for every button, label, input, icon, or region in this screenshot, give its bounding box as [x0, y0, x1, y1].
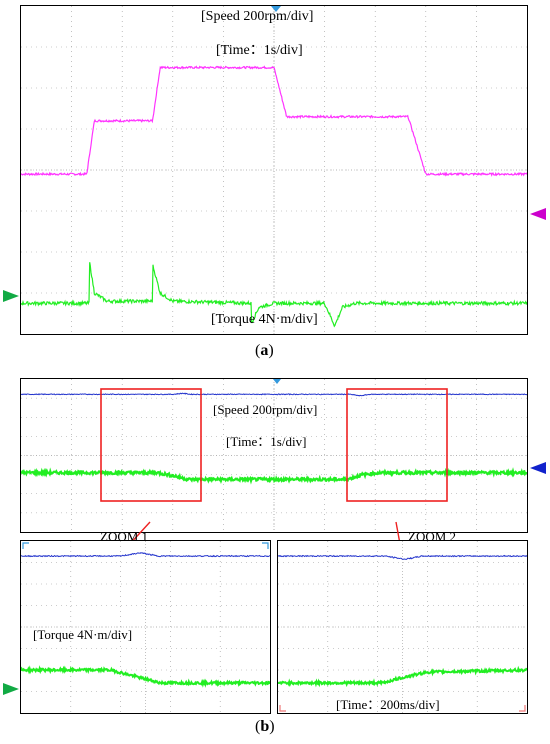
scope-zoom1: [Torque 4N·m/div] [20, 540, 271, 714]
scope-a-grid [21, 6, 527, 334]
panel-b-speed-label: [Speed 200rpm/div] [213, 402, 318, 417]
scope-b-plot [21, 379, 527, 532]
speed-channel-marker-b [530, 462, 546, 474]
speed-trace-zoom1 [21, 552, 270, 558]
torque-trace-zoom2 [278, 665, 527, 688]
zoom2-grid [278, 541, 527, 713]
zoom1-traces [21, 552, 270, 688]
scope-panel-b: [Speed 200rpm/div] [Time：1s/div] [20, 378, 528, 533]
torque-trace-zoom1 [21, 665, 270, 688]
zoom1-corner-marks [22, 542, 269, 549]
zoom1-plot [21, 541, 270, 713]
zoom1-grid [21, 541, 270, 713]
caption-a-letter: a [260, 342, 269, 359]
panel-b-time-label: [Time：1s/div] [226, 434, 307, 449]
scope-b-traces [21, 392, 527, 485]
torque-trace-b [21, 467, 527, 485]
speed-trace-a [21, 65, 527, 177]
panel-a-time-label: [Time：1s/div] [216, 43, 303, 58]
scope-zoom2: [Time：200ms/div] [277, 540, 528, 714]
zoom1-torque-label: [Torque 4N·m/div] [33, 627, 133, 642]
zoom2-traces [278, 554, 527, 688]
scope-a-traces [21, 65, 527, 328]
speed-trace-b [21, 392, 527, 397]
caption-b: (b) [255, 718, 275, 735]
zoom1-box [100, 388, 202, 502]
torque-channel-marker-a [3, 290, 19, 302]
zoom2-box [346, 388, 448, 502]
trigger-marker-b [273, 379, 281, 384]
torque-channel-marker-b [3, 683, 19, 695]
scope-a-plot [21, 6, 527, 334]
speed-trace-zoom2 [278, 554, 527, 560]
panel-a-speed-label: [Speed 200rpm/div] [201, 9, 314, 24]
caption-a: (a) [255, 342, 274, 359]
zoom2-plot [278, 541, 527, 713]
torque-trace-a [21, 262, 527, 328]
zoom2-corner-marks [279, 705, 526, 712]
trigger-marker-a [271, 6, 281, 12]
panel-a-torque-label: [Torque 4N·m/div] [211, 312, 318, 327]
scope-b-grid [21, 379, 527, 532]
zoom2-time-label: [Time：200ms/div] [336, 697, 440, 712]
scope-panel-a: [Speed 200rpm/div] [Time：1s/div] [Torque… [20, 5, 528, 335]
speed-channel-marker-a [530, 208, 546, 220]
caption-b-letter: b [260, 718, 270, 735]
